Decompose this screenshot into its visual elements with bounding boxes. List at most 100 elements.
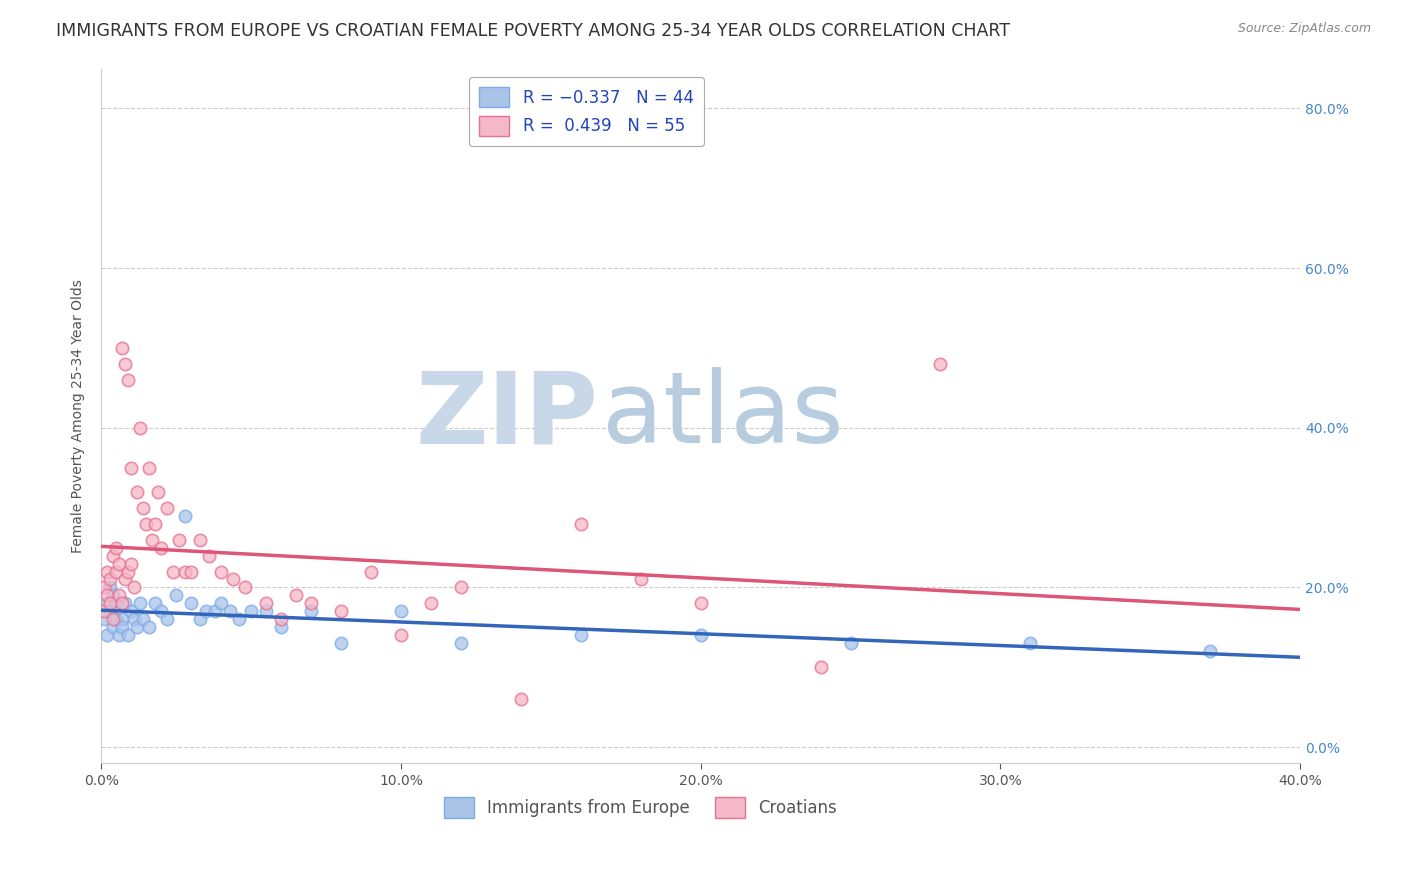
Point	[233, 581, 256, 595]
Point	[174, 508, 197, 523]
Point	[198, 549, 221, 563]
Point	[180, 565, 202, 579]
Point	[330, 636, 353, 650]
Point	[156, 612, 179, 626]
Point	[389, 628, 412, 642]
Point	[111, 597, 134, 611]
Point	[108, 628, 131, 642]
Point	[103, 589, 125, 603]
Point	[114, 573, 136, 587]
Point	[93, 604, 115, 618]
Point	[254, 604, 277, 618]
Point	[93, 581, 115, 595]
Point	[254, 597, 277, 611]
Point	[450, 636, 472, 650]
Point	[103, 612, 125, 626]
Point	[270, 612, 292, 626]
Point	[143, 597, 166, 611]
Point	[105, 541, 128, 555]
Point	[209, 565, 232, 579]
Point	[132, 612, 155, 626]
Point	[96, 589, 118, 603]
Point	[105, 612, 128, 626]
Point	[810, 660, 832, 674]
Point	[240, 604, 263, 618]
Point	[129, 421, 152, 435]
Point	[195, 604, 218, 618]
Point	[129, 597, 152, 611]
Point	[1019, 636, 1042, 650]
Point	[569, 628, 592, 642]
Point	[96, 597, 118, 611]
Point	[150, 541, 173, 555]
Point	[180, 597, 202, 611]
Point	[1199, 644, 1222, 658]
Point	[98, 581, 121, 595]
Point	[114, 357, 136, 371]
Point	[270, 620, 292, 634]
Point	[389, 604, 412, 618]
Y-axis label: Female Poverty Among 25-34 Year Olds: Female Poverty Among 25-34 Year Olds	[72, 279, 86, 553]
Point	[141, 533, 163, 547]
Point	[98, 573, 121, 587]
Text: IMMIGRANTS FROM EUROPE VS CROATIAN FEMALE POVERTY AMONG 25-34 YEAR OLDS CORRELAT: IMMIGRANTS FROM EUROPE VS CROATIAN FEMAL…	[56, 22, 1011, 40]
Point	[108, 557, 131, 571]
Point	[330, 604, 353, 618]
Point	[105, 597, 128, 611]
Point	[689, 597, 711, 611]
Point	[111, 620, 134, 634]
Point	[135, 516, 157, 531]
Point	[96, 628, 118, 642]
Point	[132, 500, 155, 515]
Point	[96, 565, 118, 579]
Point	[138, 460, 160, 475]
Point	[117, 565, 139, 579]
Point	[209, 597, 232, 611]
Point	[111, 612, 134, 626]
Point	[146, 484, 169, 499]
Point	[188, 612, 211, 626]
Point	[120, 460, 142, 475]
Point	[204, 604, 226, 618]
Point	[165, 589, 187, 603]
Point	[150, 604, 173, 618]
Point	[108, 589, 131, 603]
Point	[117, 373, 139, 387]
Point	[689, 628, 711, 642]
Text: atlas: atlas	[602, 368, 844, 465]
Point	[143, 516, 166, 531]
Point	[120, 557, 142, 571]
Point	[509, 692, 531, 706]
Point	[167, 533, 190, 547]
Point	[98, 604, 121, 618]
Point	[122, 612, 145, 626]
Point	[285, 589, 308, 603]
Point	[450, 581, 472, 595]
Text: Source: ZipAtlas.com: Source: ZipAtlas.com	[1237, 22, 1371, 36]
Point	[162, 565, 184, 579]
Point	[93, 612, 115, 626]
Point	[299, 604, 322, 618]
Point	[219, 604, 242, 618]
Point	[98, 597, 121, 611]
Point	[569, 516, 592, 531]
Point	[103, 620, 125, 634]
Point	[156, 500, 179, 515]
Point	[138, 620, 160, 634]
Point	[114, 597, 136, 611]
Point	[222, 573, 245, 587]
Point	[111, 341, 134, 355]
Point	[122, 581, 145, 595]
Point	[174, 565, 197, 579]
Point	[120, 604, 142, 618]
Point	[299, 597, 322, 611]
Point	[188, 533, 211, 547]
Point	[630, 573, 652, 587]
Point	[127, 620, 149, 634]
Point	[103, 549, 125, 563]
Text: ZIP: ZIP	[416, 368, 599, 465]
Point	[360, 565, 382, 579]
Point	[228, 612, 250, 626]
Point	[105, 565, 128, 579]
Point	[127, 484, 149, 499]
